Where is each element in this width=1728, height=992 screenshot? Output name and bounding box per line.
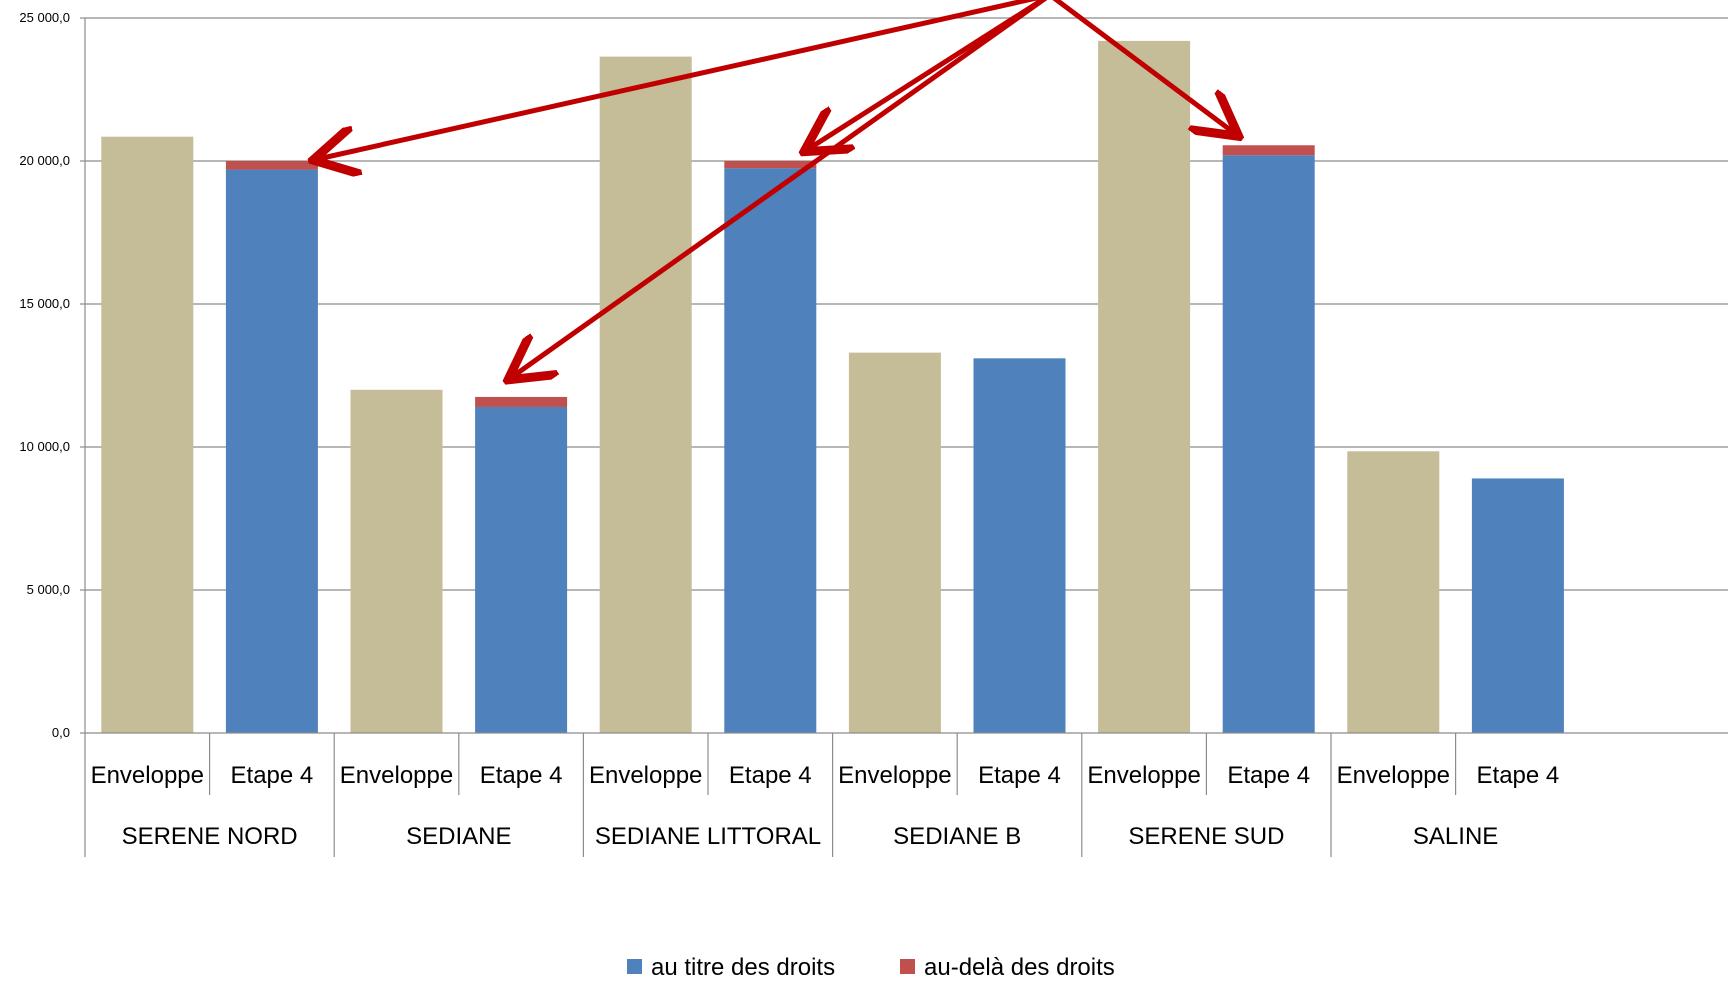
bar-au-titre-des-droits [973, 358, 1066, 733]
bar-au-dela-des-droits [475, 396, 568, 407]
x-category-label: Enveloppe [1087, 762, 1200, 789]
x-category-label: Etape 4 [231, 762, 314, 789]
legend-swatch [900, 959, 915, 974]
legend-label: au titre des droits [651, 954, 835, 981]
x-category-label: Etape 4 [1477, 762, 1560, 789]
x-category-label: Etape 4 [729, 762, 812, 789]
bar-au-dela-des-droits [1222, 145, 1315, 156]
x-group-label: SEDIANE B [893, 823, 1021, 850]
bar-au-titre-des-droits [1222, 155, 1315, 733]
bars [101, 40, 1564, 734]
x-category-label: Etape 4 [1227, 762, 1310, 789]
bar-enveloppe [1347, 451, 1440, 733]
bar-au-titre-des-droits [475, 406, 568, 733]
bar-au-titre-des-droits [1471, 478, 1564, 733]
x-category-label: Enveloppe [340, 762, 453, 789]
x-category-label: Etape 4 [978, 762, 1061, 789]
bar-au-dela-des-droits [724, 161, 817, 169]
annotation-arrow [512, 0, 1048, 377]
legend-swatch [627, 959, 642, 974]
x-category-label: Enveloppe [838, 762, 951, 789]
y-tick-label: 15 000,0 [19, 296, 70, 311]
y-tick-label: 20 000,0 [19, 153, 70, 168]
bar-enveloppe [848, 352, 941, 733]
y-tick-label: 5 000,0 [27, 582, 70, 597]
y-tick-label: 25 000,0 [19, 10, 70, 25]
annotation-arrow [1052, 0, 1235, 133]
x-group-label: SEDIANE [406, 823, 511, 850]
x-category-label: Enveloppe [589, 762, 702, 789]
bar-enveloppe [599, 56, 692, 734]
bar-au-titre-des-droits [225, 169, 318, 733]
bar-enveloppe [101, 136, 194, 733]
x-category-label: Enveloppe [1337, 762, 1450, 789]
annotation-arrow [318, 0, 1040, 159]
axis-labels: 0,0 5 000,0 10 000,0 15 000,0 20 000,0 25 000… [19, 10, 1559, 850]
x-category-label: Enveloppe [91, 762, 204, 789]
legend-label: au-delà des droits [924, 954, 1115, 981]
bar-enveloppe [1098, 40, 1191, 733]
legend: au titre des droits au-delà des droits [627, 954, 1115, 981]
bar-enveloppe [350, 389, 443, 733]
annotation-arrows [318, 0, 1235, 377]
x-category-label: Etape 4 [480, 762, 563, 789]
x-group-label: SEDIANE LITTORAL [595, 823, 821, 850]
y-tick-label: 0,0 [52, 725, 70, 740]
bar-au-dela-des-droits [225, 161, 318, 170]
bar-au-titre-des-droits [724, 168, 817, 733]
y-tick-label: 10 000,0 [19, 439, 70, 454]
x-group-label: SALINE [1413, 823, 1498, 850]
axes [80, 17, 1728, 857]
x-group-label: SERENE SUD [1128, 823, 1284, 850]
x-group-label: SERENE NORD [122, 823, 298, 850]
